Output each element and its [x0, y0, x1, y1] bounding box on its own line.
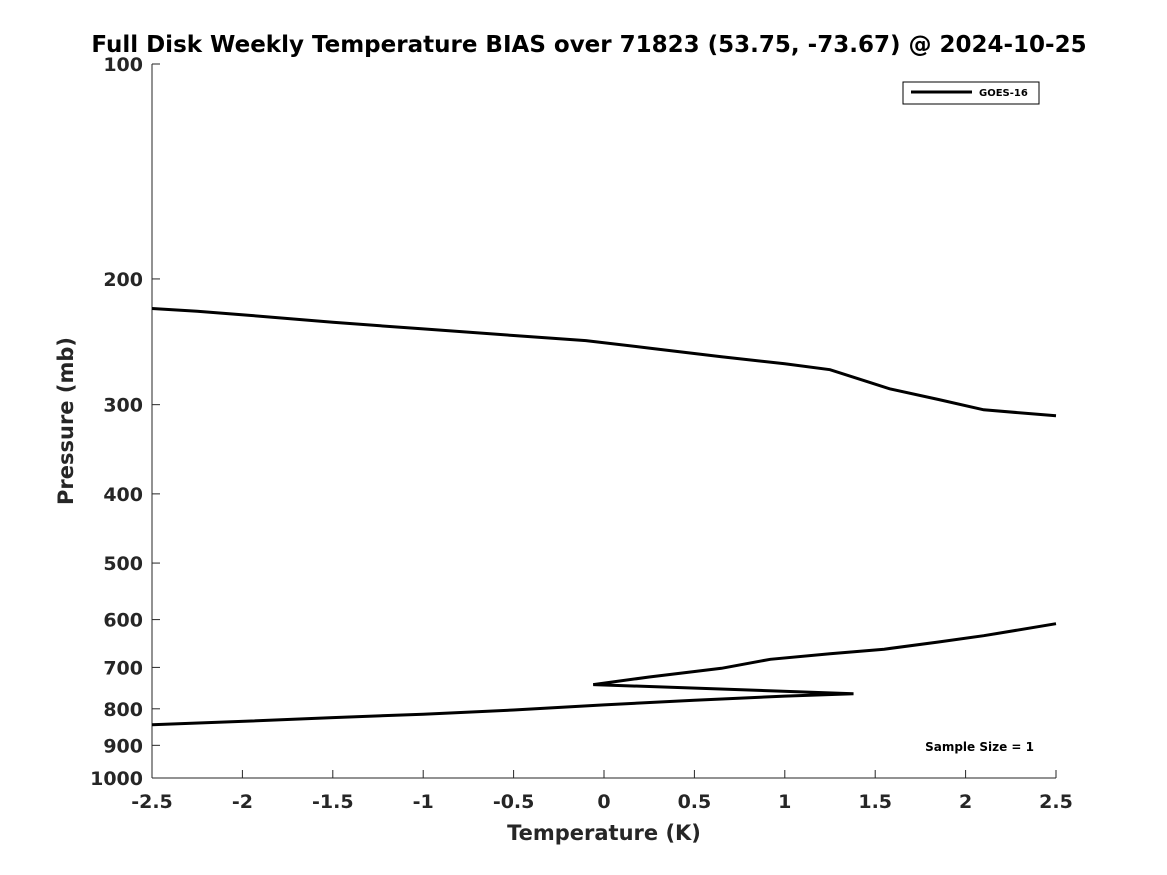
sample-size-annotation: Sample Size = 1 [925, 740, 1034, 754]
x-tick-label: 1 [778, 791, 791, 813]
chart-title: Full Disk Weekly Temperature BIAS over 7… [91, 32, 1086, 58]
y-tick-label: 700 [103, 657, 143, 679]
legend: GOES-16 [902, 81, 1040, 105]
x-tick-label: -2 [232, 791, 253, 813]
x-tick-label: 0 [597, 791, 610, 813]
x-tick-label: -1 [413, 791, 434, 813]
x-tick-label: -1.5 [312, 791, 354, 813]
series-line-goes-16-segment-2 [151, 622, 1057, 727]
x-tick-label: -2.5 [131, 791, 173, 813]
series-line-goes-16-segment-1 [151, 307, 1057, 418]
y-axis-label: Pressure (mb) [54, 337, 78, 505]
legend-label-goes-16: GOES-16 [979, 88, 1028, 99]
y-tick-label: 500 [103, 553, 143, 575]
x-axis-ticks: -2.5 -2 -1.5 -1 -0.5 0 0.5 1 1.5 2 2.5 [131, 770, 1073, 813]
axes [151, 64, 1056, 779]
y-axis-ticks: 100 200 300 400 500 600 700 800 900 1000 [90, 54, 160, 790]
x-tick-label: 1.5 [858, 791, 892, 813]
y-tick-label: 400 [103, 484, 143, 506]
y-tick-label: 600 [103, 610, 143, 632]
x-tick-label: 2.5 [1039, 791, 1073, 813]
series-layer [151, 307, 1057, 727]
x-tick-label: -0.5 [493, 791, 535, 813]
y-tick-label: 200 [103, 269, 143, 291]
y-tick-label: 1000 [90, 768, 143, 790]
y-tick-label: 100 [103, 54, 143, 76]
y-tick-label: 800 [103, 699, 143, 721]
x-tick-label: 0.5 [678, 791, 712, 813]
x-axis-label: Temperature (K) [507, 821, 701, 845]
y-tick-label: 900 [103, 735, 143, 757]
y-tick-label: 300 [103, 395, 143, 417]
x-tick-label: 2 [959, 791, 972, 813]
